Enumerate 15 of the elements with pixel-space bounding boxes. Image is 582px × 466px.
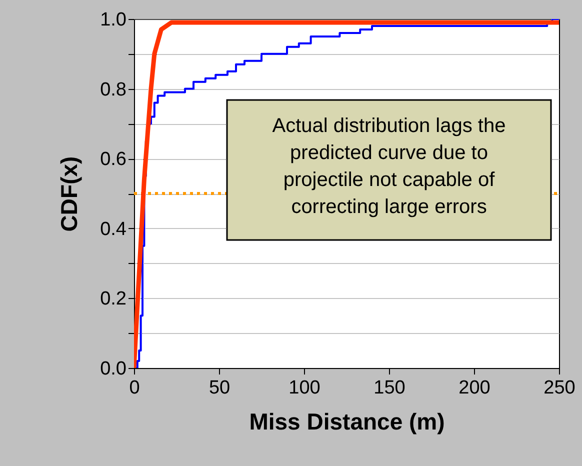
x-tick-label: 100 (288, 378, 320, 398)
annotation: Actual distribution lags the predicted curve due to projectile not capable of correcting large errors (272, 115, 506, 218)
y-tick-label: 1.0 (100, 10, 126, 30)
x-axis-title: Miss Distance (m) (249, 408, 445, 434)
y-tick-label: 0.6 (100, 149, 126, 170)
x-tick-label: 250 (544, 378, 576, 398)
y-tick-label: 0.4 (100, 218, 127, 240)
y-axis-title: CDF(x) (56, 156, 82, 232)
x-tick-label: 150 (374, 378, 406, 398)
x-tick-label: 0 (129, 378, 140, 398)
x-tick-label: 200 (458, 378, 490, 398)
y-tick-label: 0.0 (100, 358, 126, 380)
x-tick-label: 50 (208, 378, 230, 398)
y-tick-label: 0.2 (100, 288, 126, 310)
y-tick-label: 0.8 (100, 79, 126, 100)
